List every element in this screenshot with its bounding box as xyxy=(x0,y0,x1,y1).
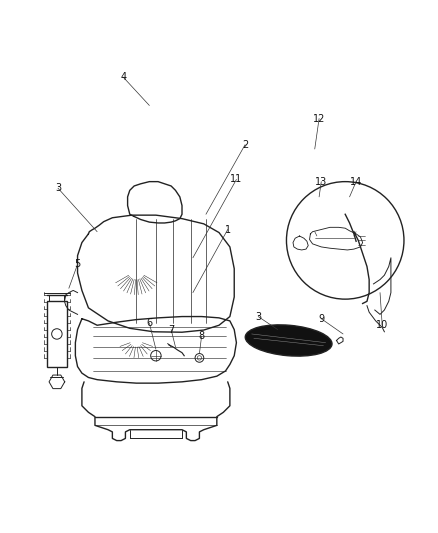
Bar xyxy=(47,301,67,367)
Text: 6: 6 xyxy=(146,318,152,328)
Text: 1: 1 xyxy=(225,224,231,235)
Text: 5: 5 xyxy=(74,260,81,269)
Text: 4: 4 xyxy=(120,72,126,82)
Text: 12: 12 xyxy=(313,114,325,124)
Text: 11: 11 xyxy=(230,174,243,184)
Text: 2: 2 xyxy=(242,140,248,150)
Text: 3: 3 xyxy=(55,183,61,193)
Text: 7: 7 xyxy=(168,325,174,335)
Text: 3: 3 xyxy=(255,312,261,321)
Text: 9: 9 xyxy=(318,314,325,324)
Text: 8: 8 xyxy=(198,331,205,341)
Text: 13: 13 xyxy=(315,176,327,187)
Text: 14: 14 xyxy=(350,176,362,187)
Text: 10: 10 xyxy=(376,320,389,330)
Ellipse shape xyxy=(245,325,332,356)
